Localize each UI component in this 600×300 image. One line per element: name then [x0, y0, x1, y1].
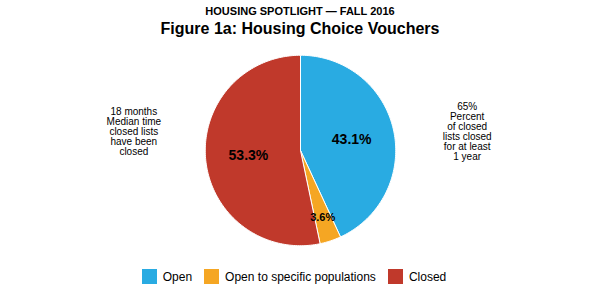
svg-text:53.3%: 53.3%: [229, 147, 269, 163]
svg-text:3.6%: 3.6%: [310, 211, 335, 223]
html-text:HOUSING SPOTLIGHT — FALL 2016: HOUSING SPOTLIGHT — FALL 2016: [205, 5, 395, 17]
svg-text:43.1%: 43.1%: [332, 131, 372, 147]
html-text:Open: Open: [162, 269, 193, 284]
html-text:Figure 1a: Housing Choice Vouc: Figure 1a: Housing Choice Vouchers: [160, 20, 440, 37]
html-text:Closed: Closed: [408, 269, 447, 284]
svg-text:18 monthsMedian timeclosed lis: 18 monthsMedian timeclosed listshave bee…: [107, 106, 162, 157]
svg-text:65%Percentof closedlists close: 65%Percentof closedlists closedfor at le…: [443, 101, 492, 162]
html-text:Open to specific populations: Open to specific populations: [225, 269, 376, 284]
